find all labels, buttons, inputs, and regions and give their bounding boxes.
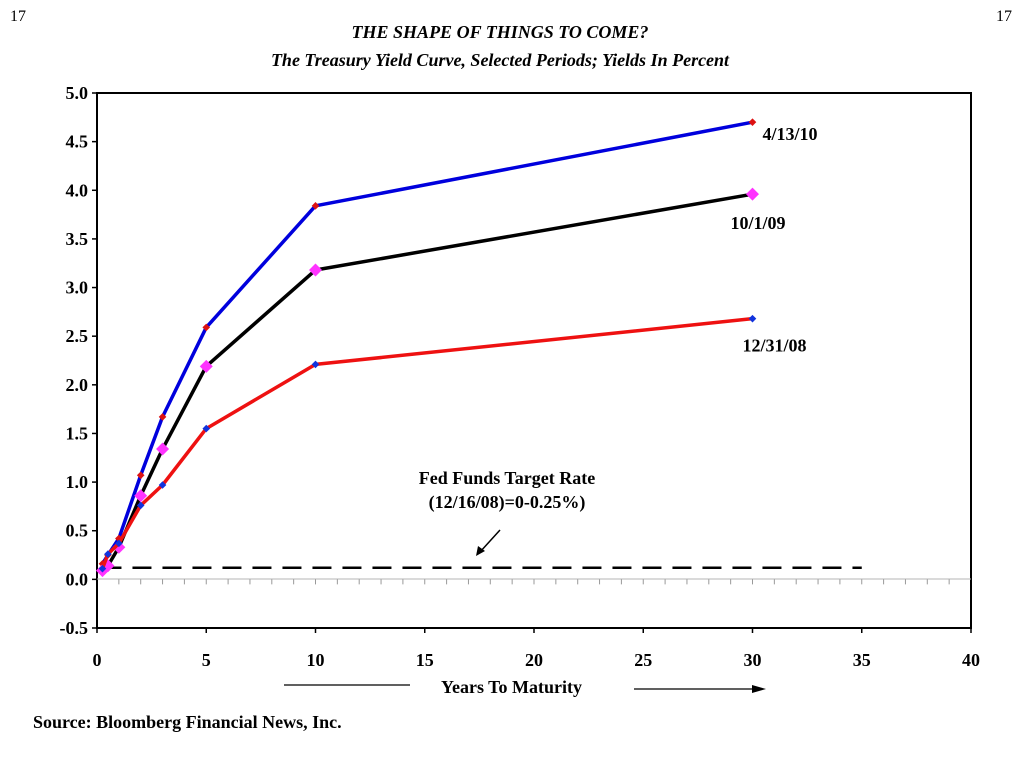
x-tick-label: 30 — [744, 650, 762, 670]
x-axis-arrow — [284, 684, 766, 693]
series-2-point — [309, 263, 322, 277]
series-3-point — [136, 501, 145, 510]
y-tick-label: 2.5 — [66, 326, 89, 346]
series-1-point — [311, 202, 320, 210]
chart-title: THE SHAPE OF THINGS TO COME? — [351, 22, 649, 42]
x-tick-label: 35 — [853, 650, 871, 670]
series-2-point — [134, 489, 148, 503]
series-2-point — [156, 442, 170, 456]
y-tick-label: 3.5 — [66, 229, 89, 249]
y-tick-label: 2.0 — [66, 375, 89, 395]
series-3-point — [115, 539, 123, 548]
series-3-point — [311, 360, 320, 369]
series-layer — [95, 118, 759, 578]
series-1-point — [158, 413, 167, 421]
x-tick-label: 5 — [202, 650, 211, 670]
series-line-3 — [100, 316, 753, 570]
series-1-point — [136, 471, 145, 480]
series-line-1 — [100, 120, 753, 565]
series-label-1: 4/13/10 — [763, 124, 818, 144]
y-tick-label: 4.0 — [66, 180, 89, 200]
series-line-2 — [101, 192, 753, 572]
series-1-point — [748, 118, 757, 126]
series-3-point — [98, 564, 107, 573]
y-tick-label: 0.0 — [66, 569, 89, 589]
series-3-point — [158, 481, 167, 489]
series-2-point — [112, 540, 126, 554]
x-tick-label: 20 — [525, 650, 543, 670]
series-label-2: 10/1/09 — [731, 213, 786, 233]
series-labels: 4/13/10 10/1/09 12/31/08 — [731, 124, 818, 355]
series-3-point — [202, 424, 211, 433]
fed-funds-arrow — [476, 529, 501, 556]
y-tick-label: 3.0 — [66, 278, 89, 298]
x-minor-ticks — [118, 579, 950, 585]
fed-funds-label: Fed Funds Target Rate — [419, 468, 596, 488]
y-tick-label: 4.5 — [66, 132, 89, 152]
y-tick-label: 1.0 — [66, 472, 89, 492]
source-note: Source: Bloomberg Financial News, Inc. — [33, 712, 342, 732]
x-axis-title: Years To Maturity — [441, 677, 582, 697]
series-label-3: 12/31/08 — [743, 336, 807, 356]
x-axis-ticks: 0 5 10 15 20 25 30 35 40 — [93, 628, 980, 670]
y-tick-label: 5.0 — [66, 83, 89, 103]
series-3-point — [104, 550, 112, 558]
x-tick-label: 10 — [307, 650, 325, 670]
x-tick-label: 40 — [962, 650, 980, 670]
chart-subtitle: The Treasury Yield Curve, Selected Perio… — [270, 50, 730, 70]
page-number-right: 17 — [996, 8, 1012, 25]
series-3-point — [748, 314, 757, 323]
y-tick-label: 0.5 — [66, 521, 89, 541]
fed-funds-label-range: (12/16/08)=0-0.25%) — [429, 492, 586, 513]
x-tick-label: 0 — [93, 650, 102, 670]
series-2-point — [746, 187, 759, 201]
y-tick-label: -0.5 — [60, 618, 89, 638]
y-tick-label: 1.5 — [66, 423, 89, 443]
x-tick-label: 25 — [634, 650, 652, 670]
series-2-point — [199, 359, 213, 373]
page-number-left: 17 — [10, 8, 26, 25]
plot-area-frame — [96, 92, 972, 629]
y-axis-ticks: 5.0 4.5 4.0 3.5 3.0 2.5 2.0 1.5 1.0 0.5 0.0 -0.5 — [60, 83, 97, 638]
x-tick-label: 15 — [416, 650, 434, 670]
series-1-point — [202, 323, 211, 332]
